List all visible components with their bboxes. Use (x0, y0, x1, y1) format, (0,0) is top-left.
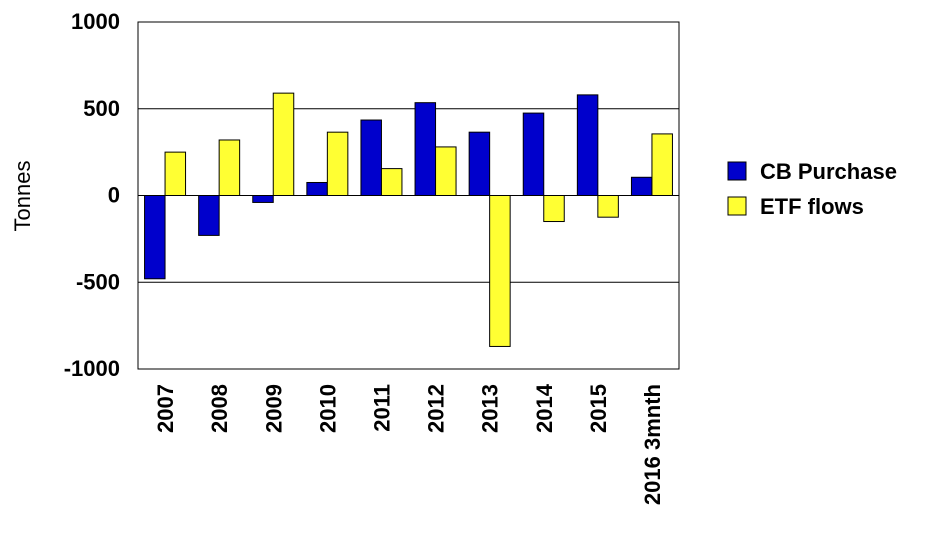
x-tick-label: 2012 (424, 384, 449, 433)
bar-cb-purchase (198, 195, 220, 236)
x-tick-label: 2013 (478, 384, 503, 433)
x-tick-label: 2014 (532, 383, 557, 433)
x-tick-label: 2008 (207, 384, 232, 433)
y-axis-label: Tonnes (10, 161, 35, 232)
x-tick-label: 2010 (315, 384, 340, 433)
bar-etf-flows (218, 139, 241, 196)
legend: CB Purchase ETF flows (727, 159, 897, 219)
x-tick-label: 2016 3mnth (640, 384, 665, 505)
bar-etf-flows (597, 195, 619, 218)
bar-etf-flows (380, 168, 403, 196)
bar-etf-flows (272, 92, 295, 196)
y-tick-label: -500 (76, 269, 120, 294)
bar-cb-purchase (360, 119, 382, 196)
bar-cb-purchase (144, 195, 166, 280)
bar-cb-purchase (252, 195, 274, 203)
y-tick-label: 1000 (71, 9, 120, 34)
legend-label: CB Purchase (760, 159, 897, 184)
bar-etf-flows (164, 151, 187, 196)
bar-etf-flows (435, 146, 457, 196)
y-tick-label: 0 (108, 183, 120, 208)
bar-etf-flows (326, 131, 349, 196)
bar-cb-purchase (522, 112, 545, 196)
x-tick-label: 2007 (153, 384, 178, 433)
bar-etf-flows (543, 195, 565, 223)
x-tick-label: 2015 (586, 384, 611, 433)
bar-etf-flows (651, 133, 673, 196)
x-tick-label: 2009 (261, 384, 286, 433)
bar-cb-purchase (306, 181, 328, 197)
bar-etf-flows (489, 195, 511, 347)
plot-frame (137, 21, 680, 370)
y-tick-label: -1000 (64, 356, 120, 381)
legend-swatch (727, 196, 747, 216)
plot-area (137, 21, 680, 370)
bar-cb-purchase (414, 102, 437, 196)
legend-swatch (727, 161, 747, 181)
x-axis-ticks: 2007 2008 2009 2010 2011 2012 2013 2014 2015 2016… (153, 383, 665, 505)
legend-label: ETF flows (760, 194, 864, 219)
bar-cb-purchase (576, 94, 599, 196)
y-axis-ticks: 1000 500 0 -500 -1000 (64, 9, 120, 381)
bar-cb-purchase (630, 176, 653, 197)
y-tick-label: 500 (83, 96, 120, 121)
x-tick-label: 2011 (369, 384, 394, 432)
bar-cb-purchase (468, 131, 491, 196)
